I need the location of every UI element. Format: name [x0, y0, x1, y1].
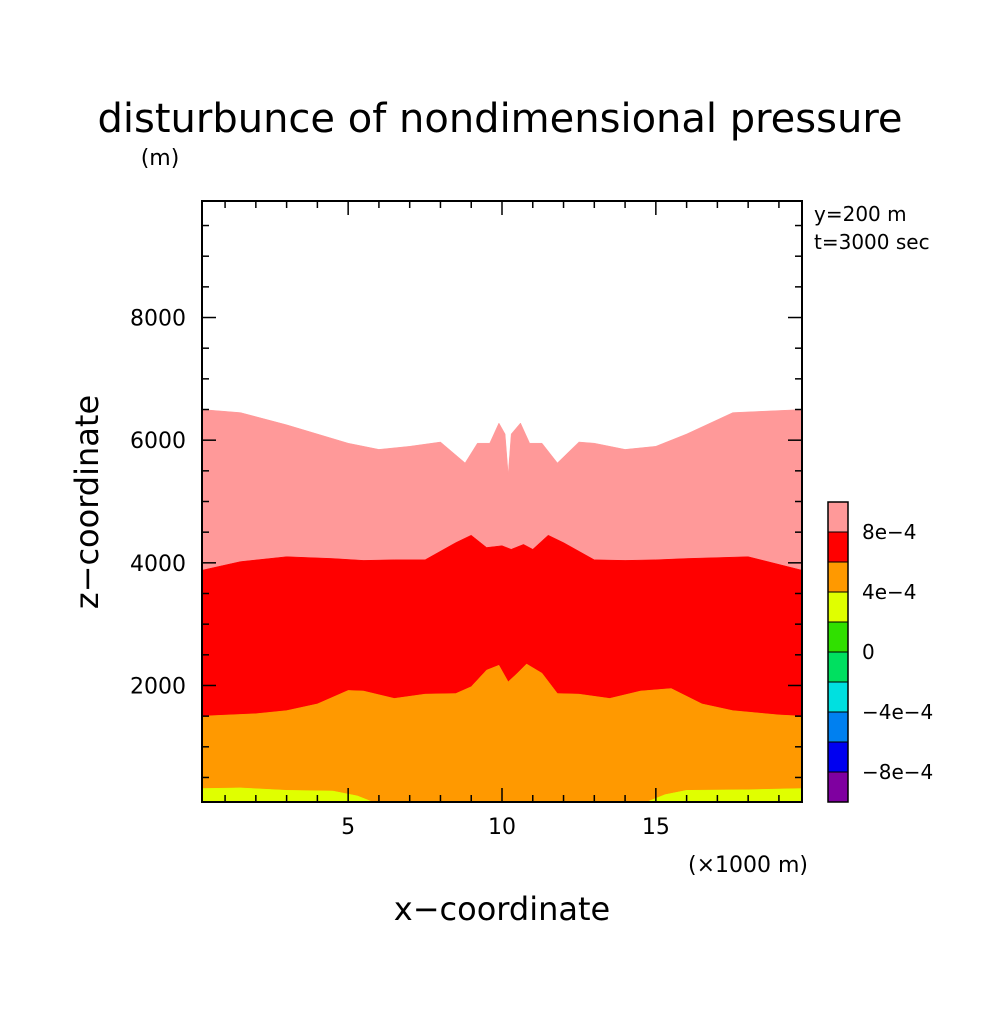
colorbar-swatch-3: [828, 682, 848, 712]
x-tick-labels: 5 10 15: [341, 815, 670, 840]
x-axis-title: x−coordinate: [394, 890, 610, 928]
annotation-t: t=3000 sec: [814, 230, 930, 254]
y-tick-label: 4000: [130, 552, 186, 577]
y-tick-label: 2000: [130, 674, 186, 699]
colorbar-label: 0: [862, 640, 875, 664]
colorbar-swatch-9: [828, 502, 848, 532]
colorbar-swatch-2: [828, 712, 848, 742]
colorbar-swatch-5: [828, 622, 848, 652]
y-tick-label: 6000: [130, 429, 186, 454]
x-axis-ticks: [224, 201, 780, 802]
colorbar-label: −8e−4: [862, 760, 933, 784]
colorbar: −8e−4 −4e−4 0 4e−4 8e−4: [827, 501, 933, 803]
x-tick-label: 5: [341, 815, 355, 840]
x-unit-label: (×1000 m): [688, 853, 808, 878]
y-axis-title: z−coordinate: [68, 395, 106, 609]
x-tick-label: 15: [642, 815, 670, 840]
colorbar-label: −4e−4: [862, 700, 933, 724]
y-axis-ticks: [202, 224, 802, 779]
colorbar-swatch-6: [828, 592, 848, 622]
colorbar-swatch-4: [828, 652, 848, 682]
colorbar-swatch-7: [828, 562, 848, 592]
colorbar-label: 4e−4: [862, 580, 917, 604]
y-unit-label: (m): [141, 146, 180, 171]
colorbar-swatch-0: [828, 772, 848, 802]
colorbar-label: 8e−4: [862, 520, 917, 544]
x-tick-label: 10: [488, 815, 516, 840]
chart-title: disturbunce of nondimensional pressure: [98, 96, 903, 142]
colorbar-swatch-1: [828, 742, 848, 772]
annotation-y: y=200 m: [814, 202, 907, 226]
y-tick-label: 8000: [130, 307, 186, 332]
y-tick-labels: 2000 4000 6000 8000: [130, 307, 186, 700]
filled-contour-bands: [201, 409, 803, 803]
colorbar-swatch-8: [828, 532, 848, 562]
